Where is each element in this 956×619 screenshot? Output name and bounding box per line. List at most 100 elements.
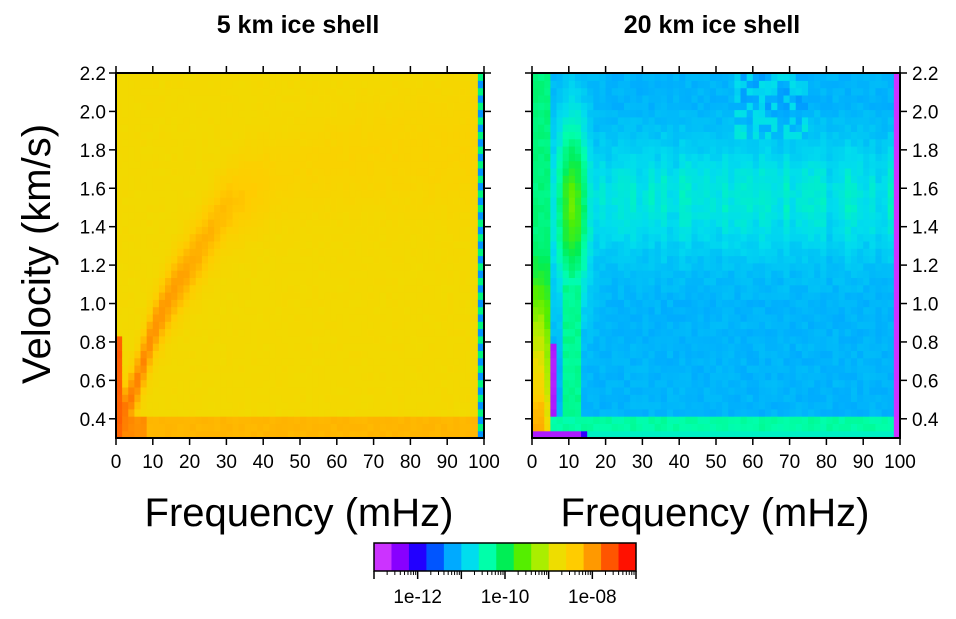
heatmap-cell: [275, 95, 282, 103]
heatmap-cell: [667, 299, 674, 307]
heatmap-cell: [563, 168, 570, 176]
heatmap-cell: [263, 380, 270, 388]
heatmap-cell: [429, 219, 436, 227]
heatmap-cell: [331, 329, 338, 337]
heatmap-cell: [177, 256, 184, 264]
heatmap-cell: [734, 197, 741, 205]
heatmap-cell: [679, 124, 686, 132]
heatmap-cell: [563, 394, 570, 402]
heatmap-cell: [355, 343, 362, 351]
heatmap-cell: [661, 175, 668, 183]
heatmap-cell: [398, 197, 405, 205]
heatmap-cell: [153, 380, 160, 388]
heatmap-cell: [538, 80, 545, 88]
heatmap-cell: [423, 423, 430, 431]
heatmap-cell: [734, 277, 741, 285]
heatmap-cell: [710, 161, 717, 169]
heatmap-cell: [728, 292, 735, 300]
heatmap-cell: [679, 372, 686, 380]
heatmap-cell: [612, 88, 619, 96]
heatmap-cell: [581, 292, 588, 300]
heatmap-cell: [599, 168, 606, 176]
heatmap-cell: [569, 204, 576, 212]
heatmap-cell: [183, 110, 190, 118]
heatmap-cell: [759, 95, 766, 103]
heatmap-cell: [226, 285, 233, 293]
heatmap-cell: [734, 124, 741, 132]
heatmap-cell: [710, 190, 717, 198]
heatmap-cell: [141, 197, 148, 205]
heatmap-cell: [153, 387, 160, 395]
heatmap-cell: [532, 256, 539, 264]
heatmap-cell: [569, 350, 576, 358]
heatmap-cell: [141, 409, 148, 417]
heatmap-cell: [153, 212, 160, 220]
heatmap-cell: [128, 204, 135, 212]
heatmap-cell: [722, 153, 729, 161]
heatmap-cell: [398, 299, 405, 307]
heatmap-cell: [429, 95, 436, 103]
heatmap-cell: [704, 117, 711, 125]
heatmap-cell: [355, 212, 362, 220]
heatmap-cell: [141, 248, 148, 256]
heatmap-cell: [263, 329, 270, 337]
heatmap-cell: [538, 292, 545, 300]
heatmap-cell: [550, 292, 557, 300]
heatmap-cell: [716, 175, 723, 183]
heatmap-cell: [196, 146, 203, 154]
heatmap-cell: [569, 80, 576, 88]
heatmap-cell: [759, 329, 766, 337]
heatmap-cell: [190, 110, 197, 118]
heatmap-cell: [612, 285, 619, 293]
heatmap-cell: [398, 226, 405, 234]
heatmap-cell: [753, 95, 760, 103]
heatmap-cell: [282, 88, 289, 96]
heatmap-cell: [410, 402, 417, 410]
heatmap-cell: [612, 197, 619, 205]
heatmap-cell: [410, 197, 417, 205]
heatmap-cell: [685, 110, 692, 118]
heatmap-cell: [171, 161, 178, 169]
heatmap-cell: [563, 124, 570, 132]
heatmap-cell: [636, 416, 643, 424]
heatmap-cell: [177, 358, 184, 366]
heatmap-cell: [606, 380, 613, 388]
heatmap-cell: [759, 358, 766, 366]
heatmap-cell: [765, 234, 772, 242]
heatmap-cell: [190, 139, 197, 147]
heatmap-cell: [557, 285, 564, 293]
heatmap-cell: [734, 102, 741, 110]
heatmap-cell: [587, 124, 594, 132]
heatmap-cell: [239, 80, 246, 88]
heatmap-cell: [673, 131, 680, 139]
heatmap-cell: [251, 80, 258, 88]
heatmap-cell: [759, 161, 766, 169]
heatmap-cell: [257, 183, 264, 191]
heatmap-cell: [251, 285, 258, 293]
heatmap-cell: [410, 336, 417, 344]
heatmap-cell: [606, 197, 613, 205]
heatmap-cell: [624, 248, 631, 256]
heatmap-cell: [624, 131, 631, 139]
heatmap-cell: [624, 139, 631, 147]
heatmap-cell: [753, 88, 760, 96]
heatmap-cell: [441, 95, 448, 103]
heatmap-cell: [386, 95, 393, 103]
heatmap-cell: [722, 350, 729, 358]
heatmap-cell: [337, 372, 344, 380]
heatmap-cell: [544, 226, 551, 234]
heatmap-cell: [765, 423, 772, 431]
heatmap-cell: [233, 423, 240, 431]
heatmap-cell: [269, 197, 276, 205]
heatmap-cell: [691, 212, 698, 220]
heatmap-cell: [417, 102, 424, 110]
heatmap-cell: [226, 277, 233, 285]
heatmap-cell: [636, 102, 643, 110]
heatmap-cell: [159, 372, 166, 380]
heatmap-cell: [636, 343, 643, 351]
heatmap-cell: [398, 336, 405, 344]
heatmap-cell: [655, 153, 662, 161]
heatmap-cell: [728, 314, 735, 322]
heatmap-cell: [581, 95, 588, 103]
heatmap-cell: [208, 161, 215, 169]
